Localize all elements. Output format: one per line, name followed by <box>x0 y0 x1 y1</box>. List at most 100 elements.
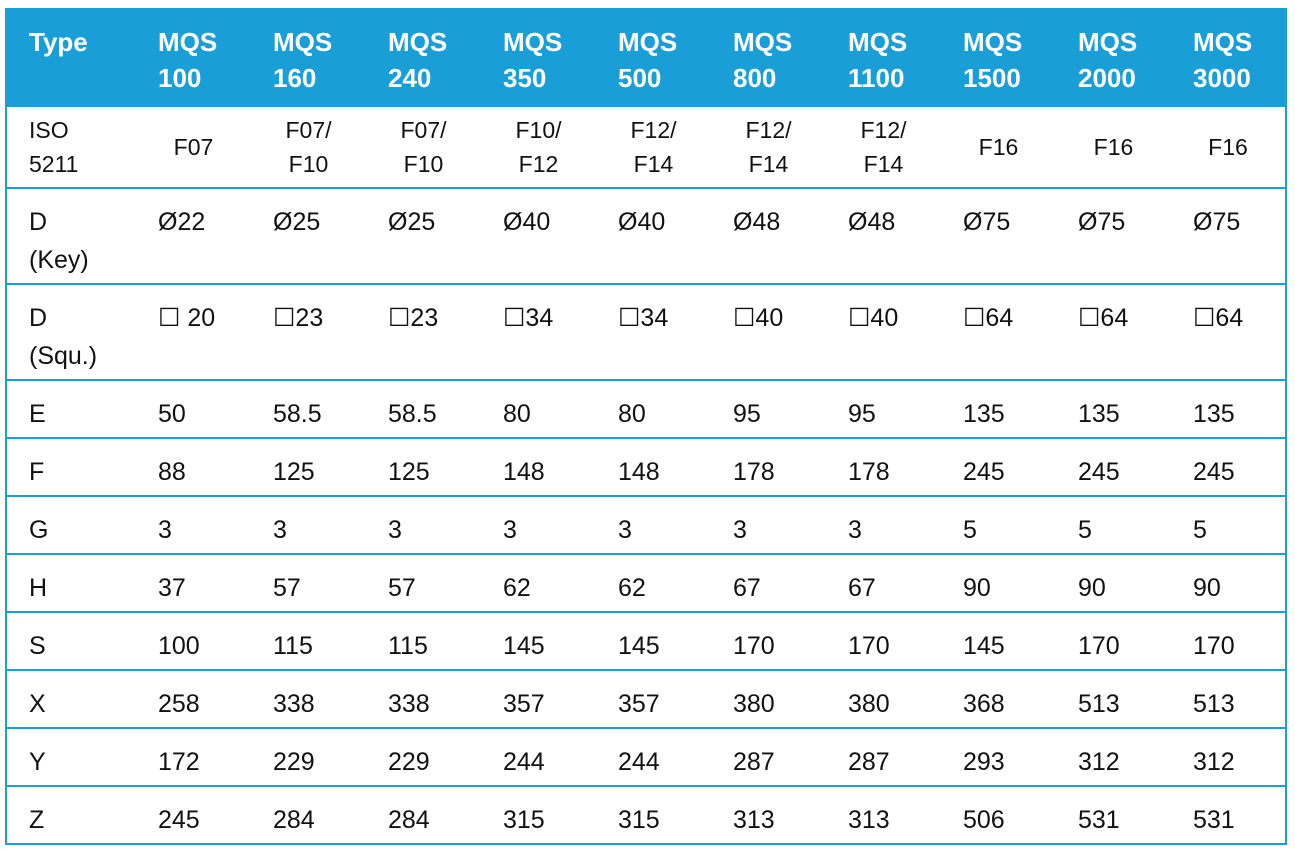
cell-line: 357 <box>503 690 545 718</box>
table-cell: F07 <box>136 105 251 188</box>
cell-line: F12 <box>518 151 559 177</box>
cell-line: 95 <box>733 400 761 428</box>
cell-line: 135 <box>1078 400 1120 428</box>
cell-line: D <box>29 304 48 332</box>
table-cell: 5 <box>941 495 1056 554</box>
cell-line: MQS <box>963 27 1023 57</box>
table-cell: Ø25 <box>251 187 366 284</box>
cell-line: Ø25 <box>388 208 436 236</box>
cell-line: Ø48 <box>848 208 896 236</box>
table-cell: 284 <box>366 785 481 844</box>
table-cell: ☐40 <box>826 283 941 380</box>
table-cell: 531 <box>1171 785 1286 844</box>
cell-line: Ø75 <box>1193 208 1241 236</box>
cell-line: MQS <box>273 27 333 57</box>
cell-line: Z <box>29 806 45 834</box>
table-cell: Ø48 <box>711 187 826 284</box>
table-cell: 3 <box>481 495 596 554</box>
table-cell: 245 <box>136 785 251 844</box>
row-label: Y <box>6 727 136 786</box>
cell-line: 57 <box>388 574 416 602</box>
cell-line: 170 <box>733 632 775 660</box>
cell-line: 115 <box>388 632 428 660</box>
table-row: D (Key) Ø22 Ø25 Ø25 Ø40 Ø40 Ø48 Ø48 Ø75 Ø75 Ø75 <box>6 187 1286 284</box>
table-cell: 312 <box>1056 727 1171 786</box>
cell-line: 3 <box>848 516 862 544</box>
table-cell: ☐ 20 <box>136 283 251 380</box>
row-label: S <box>6 611 136 670</box>
cell-line: 284 <box>273 806 315 834</box>
cell-line: Ø25 <box>273 208 321 236</box>
cell-line: F12/ <box>630 117 677 143</box>
table-cell: 58.5 <box>366 379 481 438</box>
table-cell: 245 <box>1056 437 1171 496</box>
cell-line: 3 <box>273 516 287 544</box>
table-cell: F12/F14 <box>596 105 711 188</box>
table-cell: 172 <box>136 727 251 786</box>
table-cell: 287 <box>711 727 826 786</box>
cell-line: Type <box>29 27 88 57</box>
cell-line: ISO <box>29 117 69 143</box>
table-cell: Ø25 <box>366 187 481 284</box>
table-cell: 338 <box>251 669 366 728</box>
cell-line: 245 <box>1078 458 1120 486</box>
table-cell: ☐64 <box>941 283 1056 380</box>
cell-line: MQS <box>1078 27 1138 57</box>
table-cell: Ø75 <box>941 187 1056 284</box>
table-row: Z 245 284 284 315 315 313 313 506 531 531 <box>6 785 1286 844</box>
cell-line: G <box>29 516 49 544</box>
table-row: S 100 115 115 145 145 170 170 145 170 170 <box>6 611 1286 670</box>
table-cell: 57 <box>366 553 481 612</box>
cell-line: F <box>29 458 45 486</box>
table-cell: 80 <box>481 379 596 438</box>
cell-line: 350 <box>503 63 547 93</box>
cell-line: (Squ.) <box>29 342 98 370</box>
table-cell: 178 <box>711 437 826 496</box>
cell-line: 293 <box>963 748 1005 776</box>
cell-line: 95 <box>848 400 876 428</box>
cell-line: 800 <box>733 63 777 93</box>
table-cell: 170 <box>1171 611 1286 670</box>
cell-line: D <box>29 208 48 236</box>
cell-line: 1500 <box>963 63 1021 93</box>
cell-line: 315 <box>618 806 660 834</box>
cell-line: 284 <box>388 806 430 834</box>
cell-line: Ø48 <box>733 208 781 236</box>
cell-line: 62 <box>618 574 646 602</box>
cell-line: 57 <box>273 574 301 602</box>
row-label: E <box>6 379 136 438</box>
cell-line: MQS <box>158 27 218 57</box>
cell-line: F10 <box>288 151 329 177</box>
cell-line: F07/ <box>400 117 447 143</box>
cell-line: 245 <box>1193 458 1235 486</box>
table-cell: ☐23 <box>251 283 366 380</box>
cell-line: MQS <box>618 27 678 57</box>
cell-line: 5 <box>1193 516 1207 544</box>
table-cell: 95 <box>826 379 941 438</box>
table-cell: 3 <box>251 495 366 554</box>
cell-line: 531 <box>1078 806 1120 834</box>
cell-line: 3 <box>503 516 517 544</box>
header-cell: MQS 160 <box>251 8 366 106</box>
table-cell: 125 <box>251 437 366 496</box>
cell-line: MQS <box>388 27 448 57</box>
table-cell: 135 <box>1056 379 1171 438</box>
table-cell: 258 <box>136 669 251 728</box>
cell-line: 67 <box>733 574 761 602</box>
cell-line: 313 <box>848 806 890 834</box>
cell-line: 5211 <box>29 151 79 177</box>
cell-line: F16 <box>978 134 1019 160</box>
cell-line: F10/ <box>515 117 562 143</box>
cell-line: 125 <box>388 458 430 486</box>
header-cell: MQS 2000 <box>1056 8 1171 106</box>
table-cell: 357 <box>596 669 711 728</box>
cell-line: 313 <box>733 806 775 834</box>
table-cell: 135 <box>1171 379 1286 438</box>
table-cell: 62 <box>596 553 711 612</box>
table-cell: 100 <box>136 611 251 670</box>
table-row: D (Squ.) ☐ 20 ☐23 ☐23 ☐34 ☐34 ☐40 ☐40 ☐64 ☐64 ☐64 <box>6 283 1286 380</box>
cell-line: 170 <box>1078 632 1120 660</box>
cell-line: 513 <box>1078 690 1120 718</box>
cell-line: 172 <box>158 748 200 776</box>
header-cell: Type <box>6 8 136 106</box>
